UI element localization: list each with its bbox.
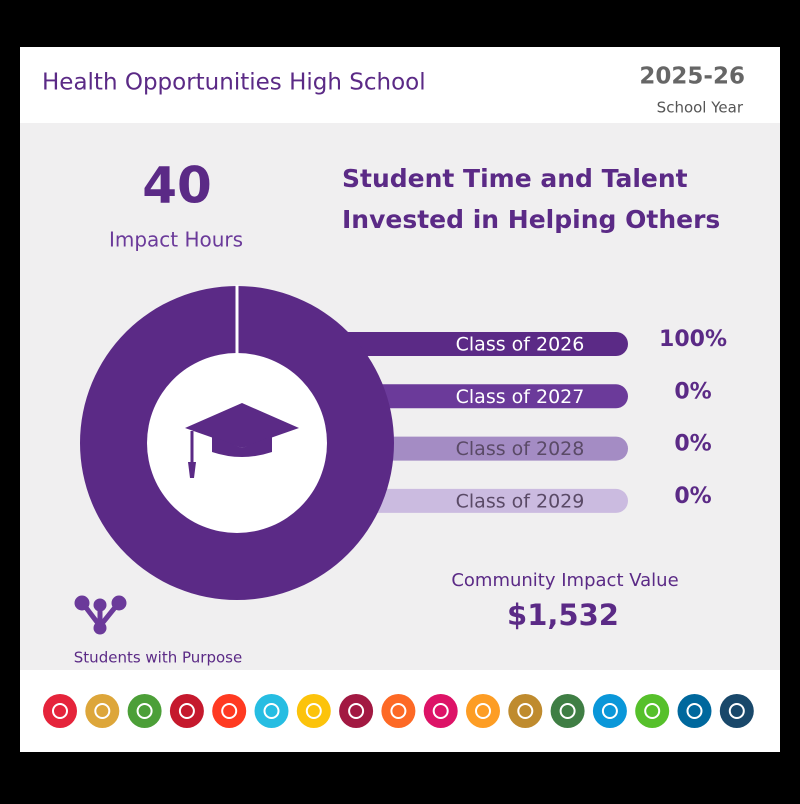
cap-icon [185, 403, 299, 478]
year-label: School Year [657, 99, 744, 117]
sdg-glyph [559, 703, 576, 719]
sdg-glyph [432, 703, 449, 719]
sdg-icon [677, 694, 712, 728]
sdg-glyph [601, 703, 618, 719]
legend-label: Class of 2028 [456, 438, 585, 460]
sdg-glyph [305, 703, 322, 719]
sdg-icon [254, 694, 289, 728]
sdg-glyph [686, 703, 703, 719]
sdg-glyph [263, 703, 280, 719]
value-label: 100% [659, 327, 727, 352]
legend-label: Class of 2027 [456, 386, 585, 408]
sdg-icon [423, 694, 458, 728]
sdg-glyph [517, 703, 534, 719]
value-label: 0% [674, 379, 711, 404]
sdg-icon [508, 694, 543, 728]
year: 2025-26 [639, 64, 745, 90]
heading: Invested in Helping Others [342, 205, 720, 234]
sdg-icon [127, 694, 162, 728]
sdg-icon [635, 694, 670, 728]
sdg-glyph [475, 703, 491, 719]
legend-swatch [330, 436, 628, 461]
sdg-glyph [644, 703, 661, 719]
brand-logo [74, 595, 127, 635]
sdg-glyph [52, 703, 68, 719]
sdg-glyph [728, 703, 745, 719]
sdg-icon [85, 694, 120, 728]
impact-label: Community Impact Value [451, 570, 678, 591]
legend-swatch [330, 488, 628, 513]
brand-name: Students with Purpose [74, 649, 242, 667]
sdg-glyph [390, 703, 407, 719]
legend-swatch [330, 384, 628, 409]
sdg-glyph [348, 703, 365, 719]
sdg-icon [592, 694, 627, 728]
sdg-icon [169, 694, 204, 728]
impact-value: $1,532 [507, 598, 619, 632]
legend-label: Class of 2026 [456, 334, 585, 356]
legend: Class of 2026 100% Class of 2027 0% Class of… [330, 327, 727, 513]
sdg-icon [339, 694, 374, 728]
sdg-icon [550, 694, 585, 728]
sdg-glyph [178, 703, 195, 719]
sdg-glyph [94, 703, 111, 719]
sdg-icon [212, 694, 247, 728]
legend-swatch [330, 332, 628, 356]
hours-label: Impact Hours [109, 228, 243, 252]
sdg-icon [296, 694, 331, 728]
value-label: 0% [674, 432, 711, 457]
sdg-icon [466, 694, 500, 728]
value-label: 0% [674, 484, 711, 509]
sdg-icon [719, 694, 754, 728]
school-name: Health Opportunities High School [42, 70, 426, 96]
legend-label: Class of 2029 [456, 490, 585, 512]
hours: 40 [142, 157, 212, 215]
heading: Student Time and Talent [342, 164, 688, 193]
sdg-glyph [136, 703, 153, 719]
sdg-glyph [221, 703, 238, 719]
header-bg [20, 47, 780, 123]
sdg-icon [43, 694, 77, 728]
sdg-icon [381, 694, 416, 728]
donut-segment [80, 286, 394, 600]
sdg-icons [43, 694, 754, 728]
